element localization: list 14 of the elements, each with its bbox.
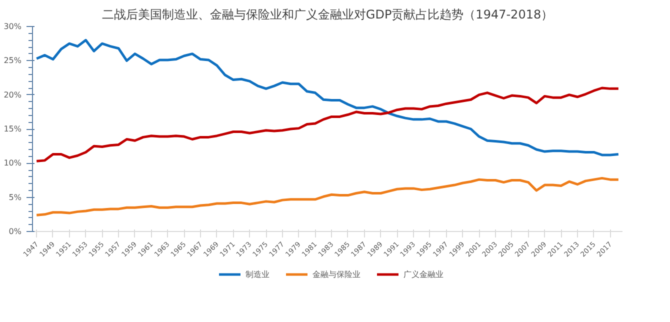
y-tick-label: 15% (4, 124, 22, 134)
y-tick-label: 0% (8, 227, 22, 236)
legend-label: 制造业 (246, 268, 270, 280)
y-tick-label: 30% (4, 22, 22, 31)
line-series (35, 86, 620, 162)
legend-label: 广义金融业 (404, 268, 444, 280)
y-tick-label: 10% (4, 158, 22, 168)
legend-label: 金融与保险业 (312, 268, 360, 280)
line-series (35, 176, 620, 216)
line-series (35, 38, 620, 156)
y-tick-label: 25% (4, 56, 22, 66)
y-tick-label: 5% (8, 192, 22, 202)
y-tick-label: 20% (4, 90, 22, 100)
chart-title: 二战后美国制造业、金融与保险业和广义金融业对GDP贡献占比趋势（1947-2018） (102, 8, 554, 22)
